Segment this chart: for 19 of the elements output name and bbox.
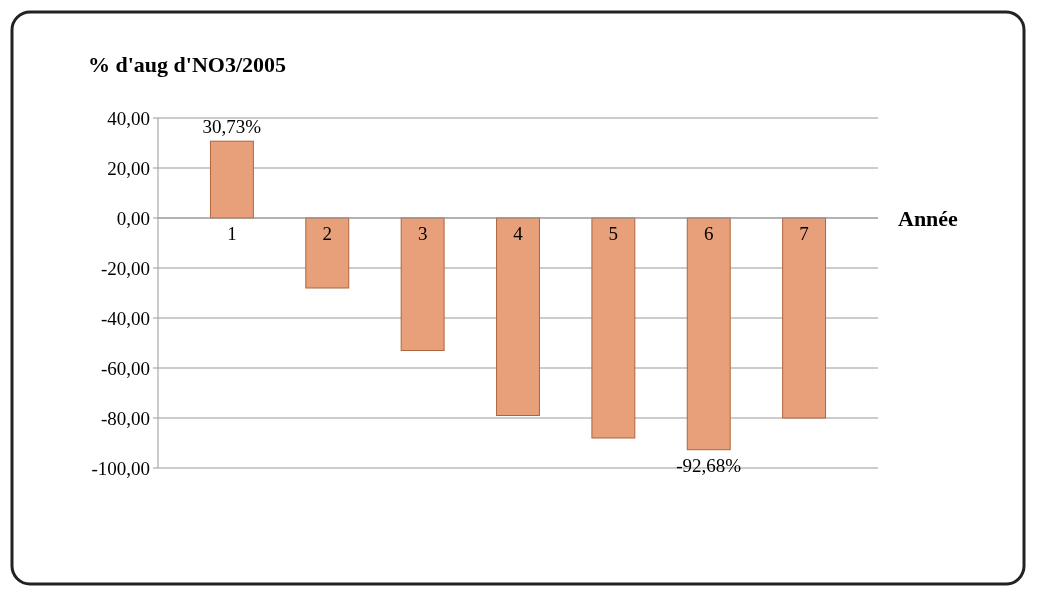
y-tick-label: 20,00 xyxy=(107,157,150,179)
y-tick-label: 0,00 xyxy=(116,207,150,229)
data-label: 30,73% xyxy=(202,116,262,138)
x-tick-label: 4 xyxy=(513,223,524,244)
x-axis-title: Année xyxy=(898,206,959,231)
x-tick-label: 3 xyxy=(417,223,428,244)
x-tick-label: 7 xyxy=(799,223,809,244)
x-tick-label: 6 xyxy=(703,223,714,244)
x-tick-label: 2 xyxy=(322,223,333,244)
y-tick-label: -100,00 xyxy=(91,457,150,479)
y-tick-label: -80,00 xyxy=(100,407,150,429)
y-tick-label: -40,00 xyxy=(100,307,150,329)
y-tick-label: -60,00 xyxy=(100,357,150,379)
data-label: -92,68% xyxy=(676,454,742,476)
x-tick-label: 5 xyxy=(608,223,619,244)
y-tick-label: 40,00 xyxy=(107,107,150,129)
chart-title: % d'aug d'NO3/2005 xyxy=(88,52,287,77)
y-tick-label: -20,00 xyxy=(100,257,150,279)
x-tick-label: 1 xyxy=(227,223,237,244)
